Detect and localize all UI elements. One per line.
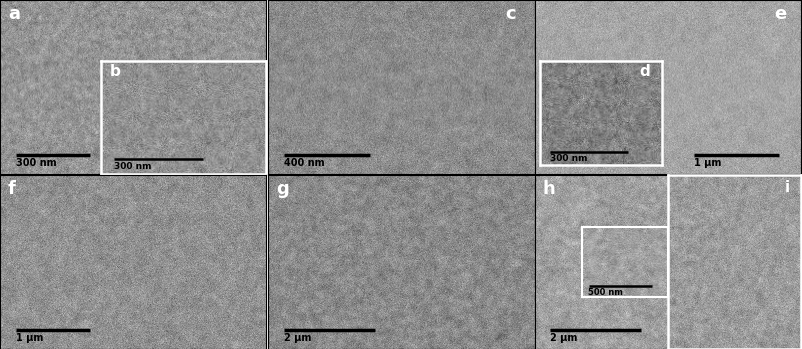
Text: c: c xyxy=(504,5,515,23)
Text: g: g xyxy=(276,180,289,198)
Text: a: a xyxy=(8,5,20,23)
Text: e: e xyxy=(773,5,785,23)
Text: 2 μm: 2 μm xyxy=(550,333,577,343)
Text: 1 μm: 1 μm xyxy=(16,333,43,343)
Text: h: h xyxy=(542,180,554,198)
Text: 2 μm: 2 μm xyxy=(284,333,311,343)
Text: 1 μm: 1 μm xyxy=(693,158,721,168)
Text: 400 nm: 400 nm xyxy=(284,158,325,168)
Text: f: f xyxy=(8,180,16,198)
Text: 300 nm: 300 nm xyxy=(16,158,56,168)
